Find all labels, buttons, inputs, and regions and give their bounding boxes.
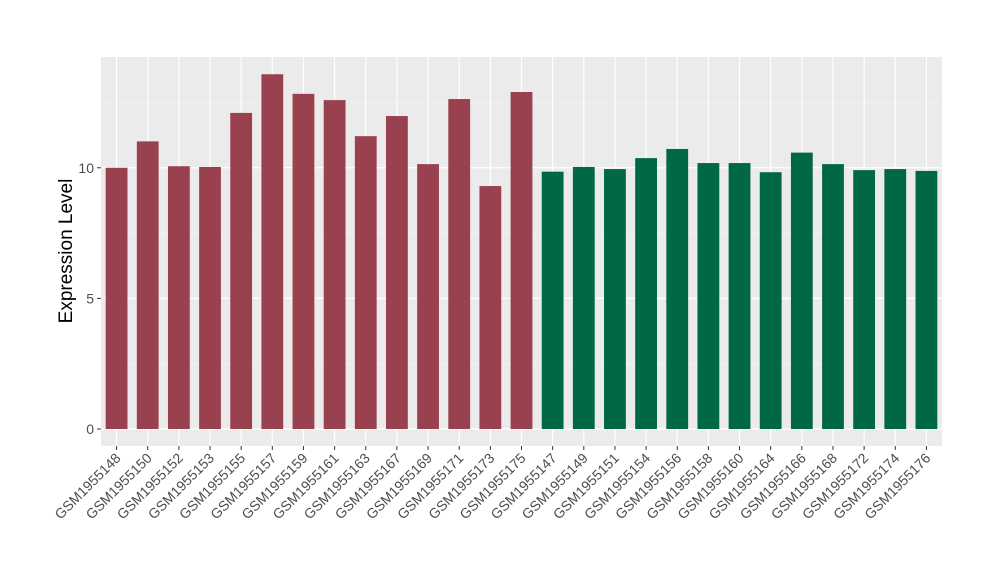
bar-GSM1955176: [915, 170, 938, 430]
bar-GSM1955167: [386, 116, 408, 430]
bar-GSM1955156: [666, 148, 689, 430]
bar-GSM1955155: [230, 112, 253, 430]
bar-GSM1955168: [822, 164, 844, 430]
bar-GSM1955173: [479, 186, 502, 430]
bar-GSM1955149: [572, 166, 595, 430]
bar-GSM1955157: [261, 74, 284, 430]
y-tick-label: 10: [78, 160, 94, 176]
bar-GSM1955166: [790, 152, 813, 430]
bar-GSM1955148: [105, 167, 128, 430]
y-tick-label: 5: [86, 290, 94, 306]
bar-GSM1955158: [697, 163, 720, 430]
bar-GSM1955152: [167, 166, 190, 430]
bar-GSM1955174: [884, 169, 907, 430]
bar-GSM1955175: [510, 92, 533, 430]
bar-GSM1955153: [199, 166, 221, 430]
bar-GSM1955172: [853, 170, 876, 430]
bar-GSM1955163: [354, 136, 377, 430]
y-tick-label: 0: [86, 421, 94, 437]
bar-GSM1955150: [136, 141, 159, 430]
bar-GSM1955161: [323, 100, 346, 430]
bar-GSM1955159: [292, 93, 315, 430]
bar-GSM1955171: [448, 99, 471, 430]
x-axis: GSM1955148GSM1955150GSM1955152GSM1955153…: [51, 446, 934, 522]
bar-GSM1955169: [417, 164, 439, 430]
bars: [105, 74, 938, 430]
bar-GSM1955164: [759, 172, 782, 430]
bar-GSM1955151: [604, 169, 626, 430]
y-axis-title: Expression Level: [56, 179, 77, 324]
bar-GSM1955160: [728, 163, 751, 430]
bar-GSM1955147: [541, 171, 564, 430]
y-axis: 0 5 10: [78, 160, 101, 437]
bar-GSM1955154: [635, 158, 657, 430]
